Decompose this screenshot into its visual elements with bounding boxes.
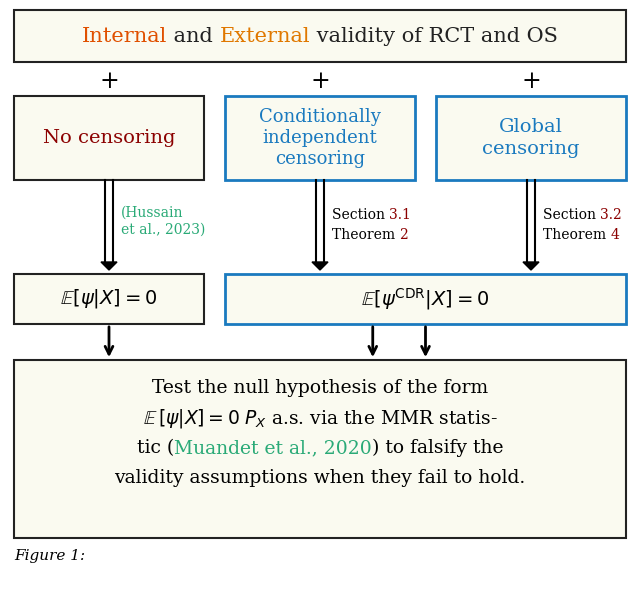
Text: Test the null hypothesis of the form: Test the null hypothesis of the form: [152, 379, 488, 397]
Text: validity of RCT and OS: validity of RCT and OS: [310, 26, 558, 46]
Text: Figure 1:: Figure 1:: [14, 549, 85, 563]
Bar: [14, 360, 626, 538]
Text: Section: Section: [332, 208, 389, 222]
Text: $\mathbb{E}[\psi^{\mathrm{CDR}}|X] = 0$: $\mathbb{E}[\psi^{\mathrm{CDR}}|X] = 0$: [362, 286, 490, 312]
Text: Global
censoring: Global censoring: [483, 118, 580, 158]
Bar: [436, 96, 626, 180]
Text: Theorem: Theorem: [332, 228, 399, 242]
Polygon shape: [101, 262, 117, 270]
Text: No censoring: No censoring: [43, 129, 175, 147]
Bar: [14, 96, 204, 180]
Text: $\mathbb{E}\,[\psi|X] = 0\; P_X$ a.s. via the MMR statis-: $\mathbb{E}\,[\psi|X] = 0\; P_X$ a.s. vi…: [143, 406, 497, 429]
Text: +: +: [99, 71, 119, 93]
Text: 4: 4: [611, 228, 620, 242]
Text: 2: 2: [399, 228, 408, 242]
Polygon shape: [312, 262, 328, 270]
Text: tic (: tic (: [137, 439, 174, 457]
Text: ) to falsify the: ) to falsify the: [372, 439, 503, 457]
Text: $\mathbb{E}[\psi|X]=0$: $\mathbb{E}[\psi|X]=0$: [60, 287, 157, 310]
Text: External: External: [220, 26, 310, 46]
Bar: [14, 274, 204, 324]
Text: +: +: [310, 71, 330, 93]
Text: 3.2: 3.2: [600, 208, 622, 222]
Text: 3.1: 3.1: [389, 208, 412, 222]
Text: Section: Section: [543, 208, 600, 222]
Bar: [14, 10, 626, 62]
Text: Conditionally
independent
censoring: Conditionally independent censoring: [259, 107, 381, 168]
Bar: [225, 96, 415, 180]
Text: +: +: [521, 71, 541, 93]
Text: validity assumptions when they fail to hold.: validity assumptions when they fail to h…: [115, 469, 525, 487]
Text: Internal: Internal: [82, 26, 167, 46]
Text: Muandet et al., 2020: Muandet et al., 2020: [174, 439, 372, 457]
Text: and: and: [167, 26, 220, 46]
Bar: [225, 274, 626, 324]
Text: Theorem: Theorem: [543, 228, 611, 242]
Text: (Hussain
et al., 2023): (Hussain et al., 2023): [121, 206, 205, 237]
Polygon shape: [523, 262, 539, 270]
